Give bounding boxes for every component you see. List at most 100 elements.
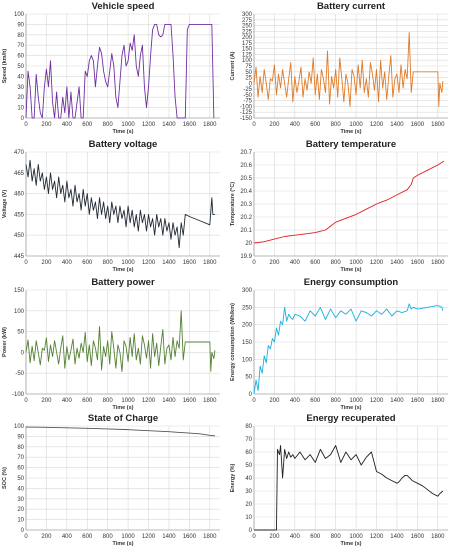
y-tick-label: 225 xyxy=(242,29,253,35)
x-tick-label: 1800 xyxy=(431,534,445,540)
x-tick-label: 600 xyxy=(82,534,93,540)
x-tick-label: 1400 xyxy=(162,122,176,128)
y-tick-label: 200 xyxy=(242,35,253,41)
y-tick-label: 40 xyxy=(17,486,24,492)
x-tick-label: 600 xyxy=(82,398,93,404)
y-tick-label: 20.1 xyxy=(240,228,252,234)
x-axis-label: Time (s) xyxy=(341,129,362,135)
chart-title: Energy recuperated xyxy=(306,413,395,424)
y-tick-label: 80 xyxy=(17,33,24,39)
x-tick-label: 400 xyxy=(290,534,301,540)
x-tick-label: 0 xyxy=(252,398,256,404)
x-tick-label: 1000 xyxy=(121,398,135,404)
y-tick-label: 25 xyxy=(245,76,252,82)
series-line xyxy=(253,32,444,107)
series-line xyxy=(25,310,216,372)
x-tick-label: 200 xyxy=(41,534,52,540)
series-line xyxy=(254,445,444,531)
y-tick-label: 20.6 xyxy=(240,163,252,169)
x-tick-label: 1800 xyxy=(431,122,445,128)
chart-battery-temperature: Battery temperature 19.9 20 20.1 20.2 20.3 20.… xyxy=(230,139,448,273)
y-tick-label: 20.5 xyxy=(240,176,252,182)
y-axis-label: Energy (%) xyxy=(230,463,236,492)
x-tick-label: 1000 xyxy=(349,398,363,404)
x-tick-label: 800 xyxy=(331,122,342,128)
y-tick-label: 90 xyxy=(17,434,24,440)
x-tick-label: 1000 xyxy=(121,534,135,540)
y-tick-label: 10 xyxy=(17,106,24,112)
y-axis-label: Current (A) xyxy=(230,51,236,80)
x-tick-label: 1400 xyxy=(390,260,404,266)
chart-battery-current: Battery current-150-125-100-75-50-250255… xyxy=(230,1,448,135)
y-tick-label: 40 xyxy=(17,74,24,80)
y-tick-label: 200 xyxy=(242,323,253,329)
y-tick-label: 150 xyxy=(14,288,25,294)
x-axis-label: Time (s) xyxy=(341,541,362,547)
x-axis-label: Time (s) xyxy=(341,405,362,411)
y-tick-label: 50 xyxy=(17,64,24,70)
x-tick-label: 1000 xyxy=(349,534,363,540)
x-tick-label: 1800 xyxy=(203,534,217,540)
x-tick-label: 400 xyxy=(62,122,73,128)
x-tick-label: 0 xyxy=(24,398,28,404)
y-tick-label: 0 xyxy=(21,350,25,356)
x-tick-label: 1600 xyxy=(183,398,197,404)
x-tick-label: 1400 xyxy=(162,260,176,266)
y-tick-label: 10 xyxy=(17,518,24,524)
y-tick-label: 20 xyxy=(245,241,252,247)
y-tick-label: 125 xyxy=(242,52,253,58)
y-tick-label: 470 xyxy=(14,150,25,156)
x-tick-label: 400 xyxy=(62,534,73,540)
y-tick-label: 150 xyxy=(242,340,253,346)
x-tick-label: 1200 xyxy=(142,122,156,128)
y-tick-label: 70 xyxy=(245,437,252,443)
y-tick-label: 100 xyxy=(14,309,25,315)
y-axis-label: Energy consumption (Wh/km) xyxy=(230,303,236,381)
y-axis-label: SOC (%) xyxy=(2,467,8,489)
x-tick-label: 1800 xyxy=(203,398,217,404)
y-tick-label: 0 xyxy=(21,116,25,122)
y-tick-label: 100 xyxy=(14,424,25,430)
y-tick-label: -150 xyxy=(240,116,253,122)
chart-title: Battery power xyxy=(91,277,155,288)
x-axis-label: Time (s) xyxy=(113,267,134,273)
x-tick-label: 1600 xyxy=(411,260,425,266)
x-tick-label: 800 xyxy=(103,260,114,266)
chart-title: Energy consumption xyxy=(304,277,399,288)
x-tick-label: 600 xyxy=(310,398,321,404)
x-tick-label: 1600 xyxy=(411,398,425,404)
y-tick-label: 40 xyxy=(245,476,252,482)
x-tick-label: 200 xyxy=(269,260,280,266)
x-axis-label: Time (s) xyxy=(341,267,362,273)
x-tick-label: 1800 xyxy=(431,398,445,404)
y-tick-label: 60 xyxy=(17,466,24,472)
x-tick-label: 600 xyxy=(310,260,321,266)
x-tick-label: 1800 xyxy=(431,260,445,266)
x-tick-label: 1000 xyxy=(121,260,135,266)
y-tick-label: 465 xyxy=(14,171,25,177)
y-tick-label: 60 xyxy=(17,54,24,60)
y-tick-label: 30 xyxy=(245,489,252,495)
x-tick-label: 800 xyxy=(331,260,342,266)
y-tick-label: -25 xyxy=(243,87,252,93)
x-tick-label: 1000 xyxy=(349,122,363,128)
y-tick-label: 100 xyxy=(242,357,253,363)
x-tick-label: 400 xyxy=(62,260,73,266)
x-tick-label: 200 xyxy=(41,398,52,404)
x-tick-label: 1400 xyxy=(162,398,176,404)
y-axis-label: Temperature (°C) xyxy=(230,182,236,226)
y-tick-label: 20.2 xyxy=(240,215,252,221)
chart-title: Battery current xyxy=(317,1,386,12)
y-tick-label: 300 xyxy=(242,12,253,18)
x-axis-label: Time (s) xyxy=(113,541,134,547)
x-tick-label: 200 xyxy=(269,534,280,540)
series-line xyxy=(253,303,444,395)
x-tick-label: 600 xyxy=(82,122,93,128)
y-tick-label: 10 xyxy=(245,515,252,521)
series-line xyxy=(25,23,215,119)
y-tick-label: -125 xyxy=(240,110,253,116)
y-tick-label: 250 xyxy=(242,305,253,311)
y-tick-label: -100 xyxy=(12,392,25,398)
x-tick-label: 1200 xyxy=(370,260,384,266)
